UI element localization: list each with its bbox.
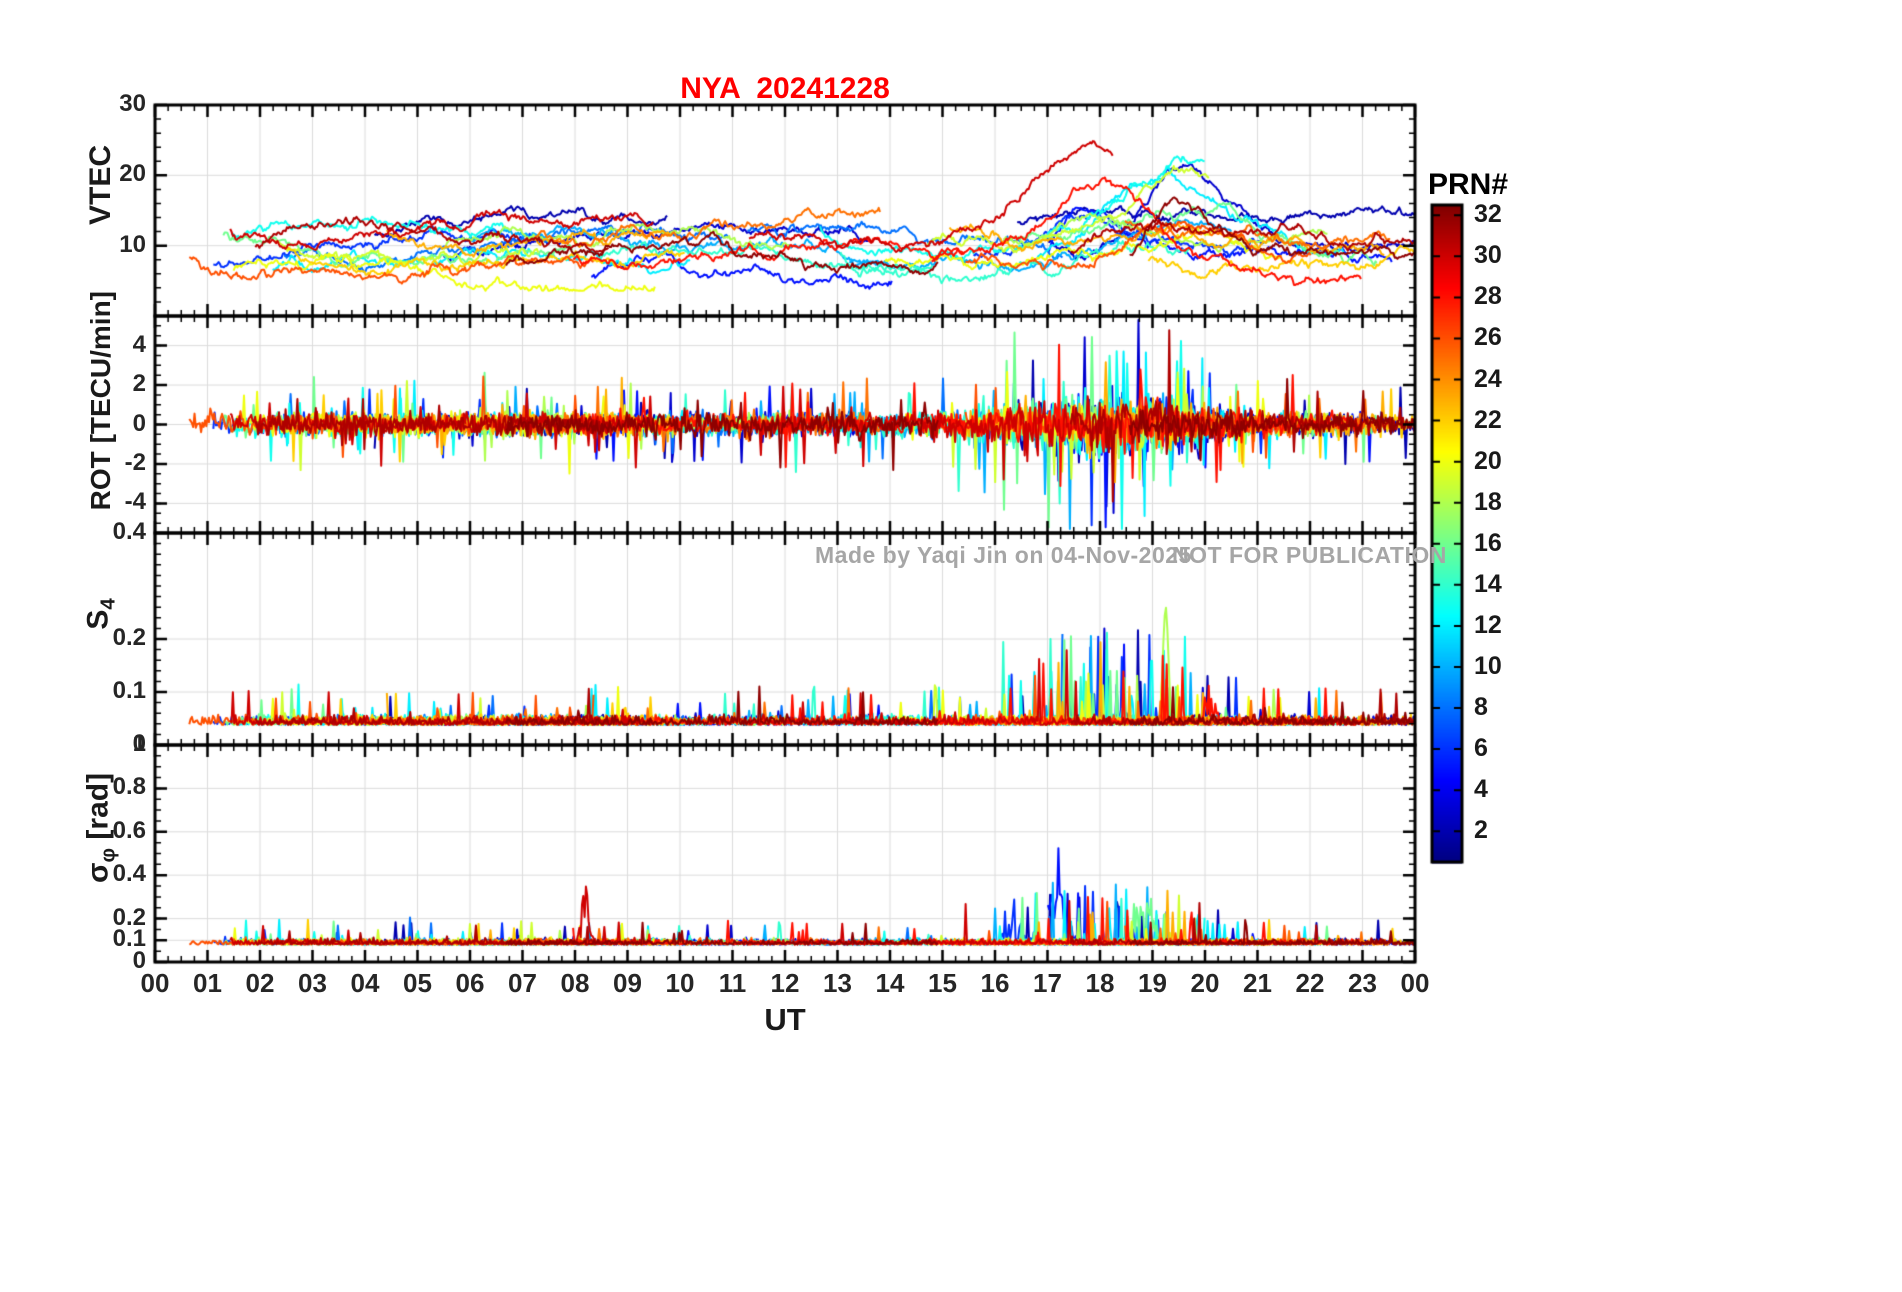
chart-canvas: [0, 0, 1902, 1292]
gnss-scintillation-figure: NYA 20241228 VTEC ROT [TECU/min] S4 σφ […: [0, 0, 1902, 1292]
